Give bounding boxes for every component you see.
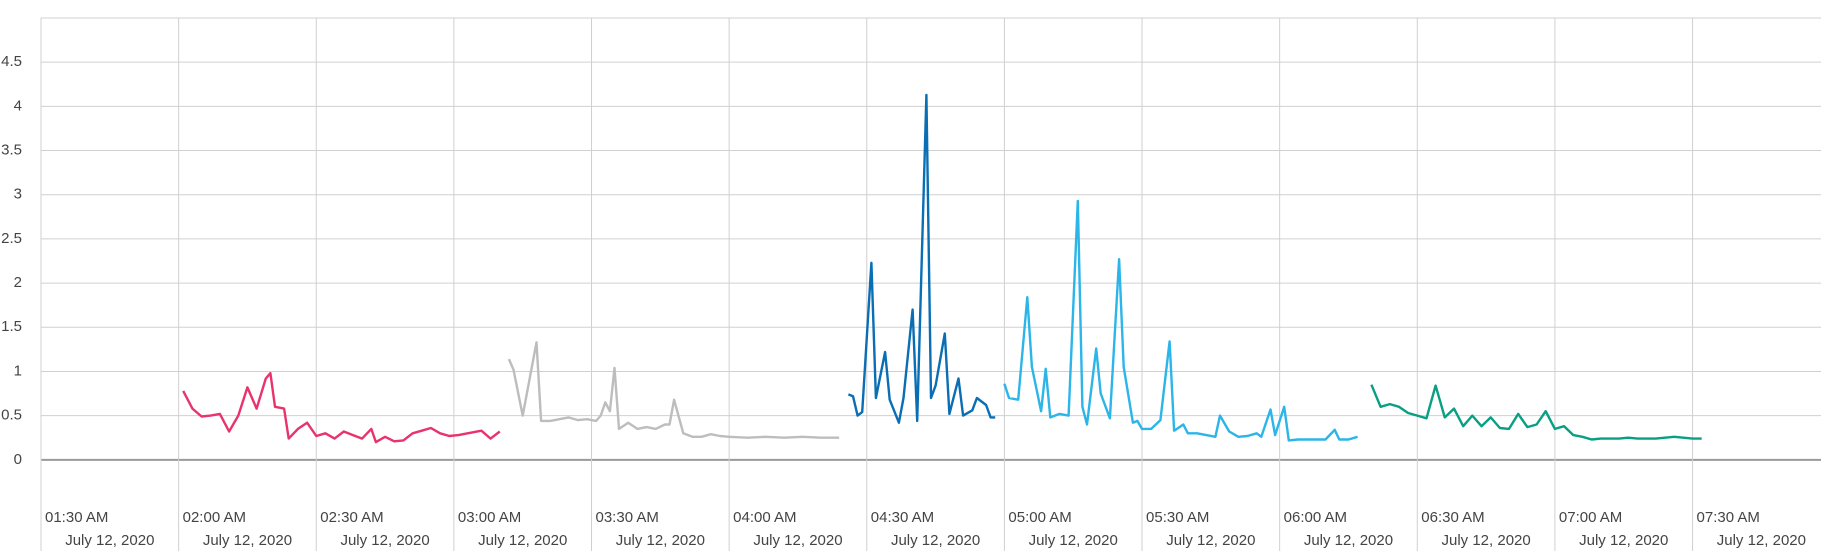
y-tick-label: 4 [14, 97, 22, 114]
x-tick-label: 06:30 AM [1421, 509, 1484, 526]
y-tick-label: 1 [14, 362, 22, 379]
x-tick-date: July 12, 2020 [65, 532, 154, 549]
x-tick-date: July 12, 2020 [340, 532, 429, 549]
series-line [847, 93, 996, 424]
x-tick-date: July 12, 2020 [891, 532, 980, 549]
y-tick-label: 4.5 [1, 53, 22, 70]
y-tick-label: 0.5 [1, 407, 22, 424]
x-tick-label: 02:30 AM [320, 509, 383, 526]
x-tick-label: 07:30 AM [1697, 509, 1760, 526]
x-tick-label: 06:00 AM [1284, 509, 1347, 526]
x-tick-date: July 12, 2020 [753, 532, 842, 549]
x-tick-date: July 12, 2020 [1441, 532, 1530, 549]
x-tick-label: 05:00 AM [1008, 509, 1071, 526]
x-tick-label: 03:30 AM [596, 509, 659, 526]
x-tick-label: 04:00 AM [733, 509, 796, 526]
series-line [182, 372, 501, 444]
y-tick-label: 2 [14, 274, 22, 291]
x-tick-date: July 12, 2020 [616, 532, 705, 549]
y-tick-label: 1.5 [1, 318, 22, 335]
x-tick-label: 05:30 AM [1146, 509, 1209, 526]
x-tick-date: July 12, 2020 [203, 532, 292, 549]
x-tick-date: July 12, 2020 [1304, 532, 1393, 549]
x-tick-label: 04:30 AM [871, 509, 934, 526]
y-tick-label: 3.5 [1, 142, 22, 159]
x-tick-label: 03:00 AM [458, 509, 521, 526]
y-tick-label: 2.5 [1, 230, 22, 247]
x-tick-label: 02:00 AM [183, 509, 246, 526]
x-tick-date: July 12, 2020 [478, 532, 567, 549]
x-tick-date: July 12, 2020 [1717, 532, 1806, 549]
y-tick-label: 0 [14, 451, 22, 468]
y-tick-label: 3 [14, 186, 22, 203]
x-tick-date: July 12, 2020 [1579, 532, 1668, 549]
x-tick-date: July 12, 2020 [1029, 532, 1118, 549]
series-line [1003, 199, 1358, 442]
x-tick-label: 07:00 AM [1559, 509, 1622, 526]
series-line [1370, 384, 1702, 441]
series-line [507, 341, 840, 439]
x-tick-label: 01:30 AM [45, 509, 108, 526]
x-tick-date: July 12, 2020 [1166, 532, 1255, 549]
